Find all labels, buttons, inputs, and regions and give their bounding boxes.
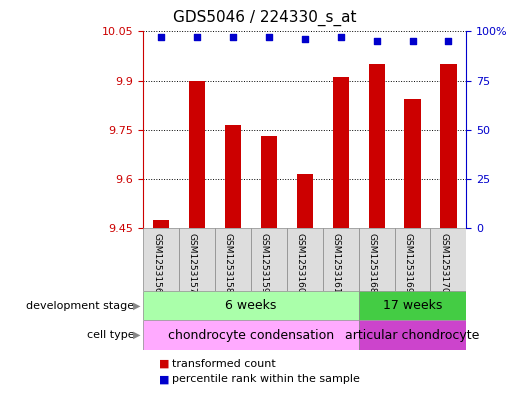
Text: chondrocyte condensation: chondrocyte condensation [168,329,334,342]
Bar [368,64,385,228]
Text: cell type: cell type [87,330,138,340]
Bar [323,228,359,291]
Text: GSM1253170: GSM1253170 [439,233,448,294]
Text: articular chondrocyte: articular chondrocyte [346,329,480,342]
Text: GSM1253157: GSM1253157 [188,233,197,294]
Text: ▶: ▶ [133,301,140,310]
Point [193,34,201,40]
Text: GSM1253158: GSM1253158 [224,233,233,294]
Text: ■: ■ [159,358,173,369]
Text: GSM1253161: GSM1253161 [332,233,341,294]
Point [444,38,453,44]
Bar [143,228,179,291]
Text: development stage: development stage [26,301,138,310]
Text: GDS5046 / 224330_s_at: GDS5046 / 224330_s_at [173,10,357,26]
Point [373,38,381,44]
Bar [261,136,277,228]
Bar [143,320,359,350]
Bar [333,77,349,228]
Point [337,34,345,40]
Text: GSM1253160: GSM1253160 [296,233,305,294]
Text: GSM1253156: GSM1253156 [152,233,161,294]
Text: ▶: ▶ [133,330,140,340]
Bar [287,228,323,291]
Point [157,34,165,40]
Point [301,36,309,42]
Bar [430,228,466,291]
Bar [394,228,430,291]
Bar [359,228,394,291]
Bar [297,174,313,228]
Text: GSM1253168: GSM1253168 [368,233,377,294]
Bar [143,291,359,320]
Point [228,34,237,40]
Bar [440,64,456,228]
Text: GSM1253169: GSM1253169 [403,233,412,294]
Point [408,38,417,44]
Bar [179,228,215,291]
Bar [189,81,205,228]
Bar [404,99,421,228]
Point [264,34,273,40]
Text: 6 weeks: 6 weeks [225,299,277,312]
Bar [153,220,169,228]
Text: percentile rank within the sample: percentile rank within the sample [172,374,360,384]
Bar [359,291,466,320]
Text: 17 weeks: 17 weeks [383,299,442,312]
Text: transformed count: transformed count [172,358,276,369]
Text: GSM1253159: GSM1253159 [260,233,269,294]
Bar [359,320,466,350]
Bar [215,228,251,291]
Bar [225,125,241,228]
Text: ■: ■ [159,374,173,384]
Bar [251,228,287,291]
